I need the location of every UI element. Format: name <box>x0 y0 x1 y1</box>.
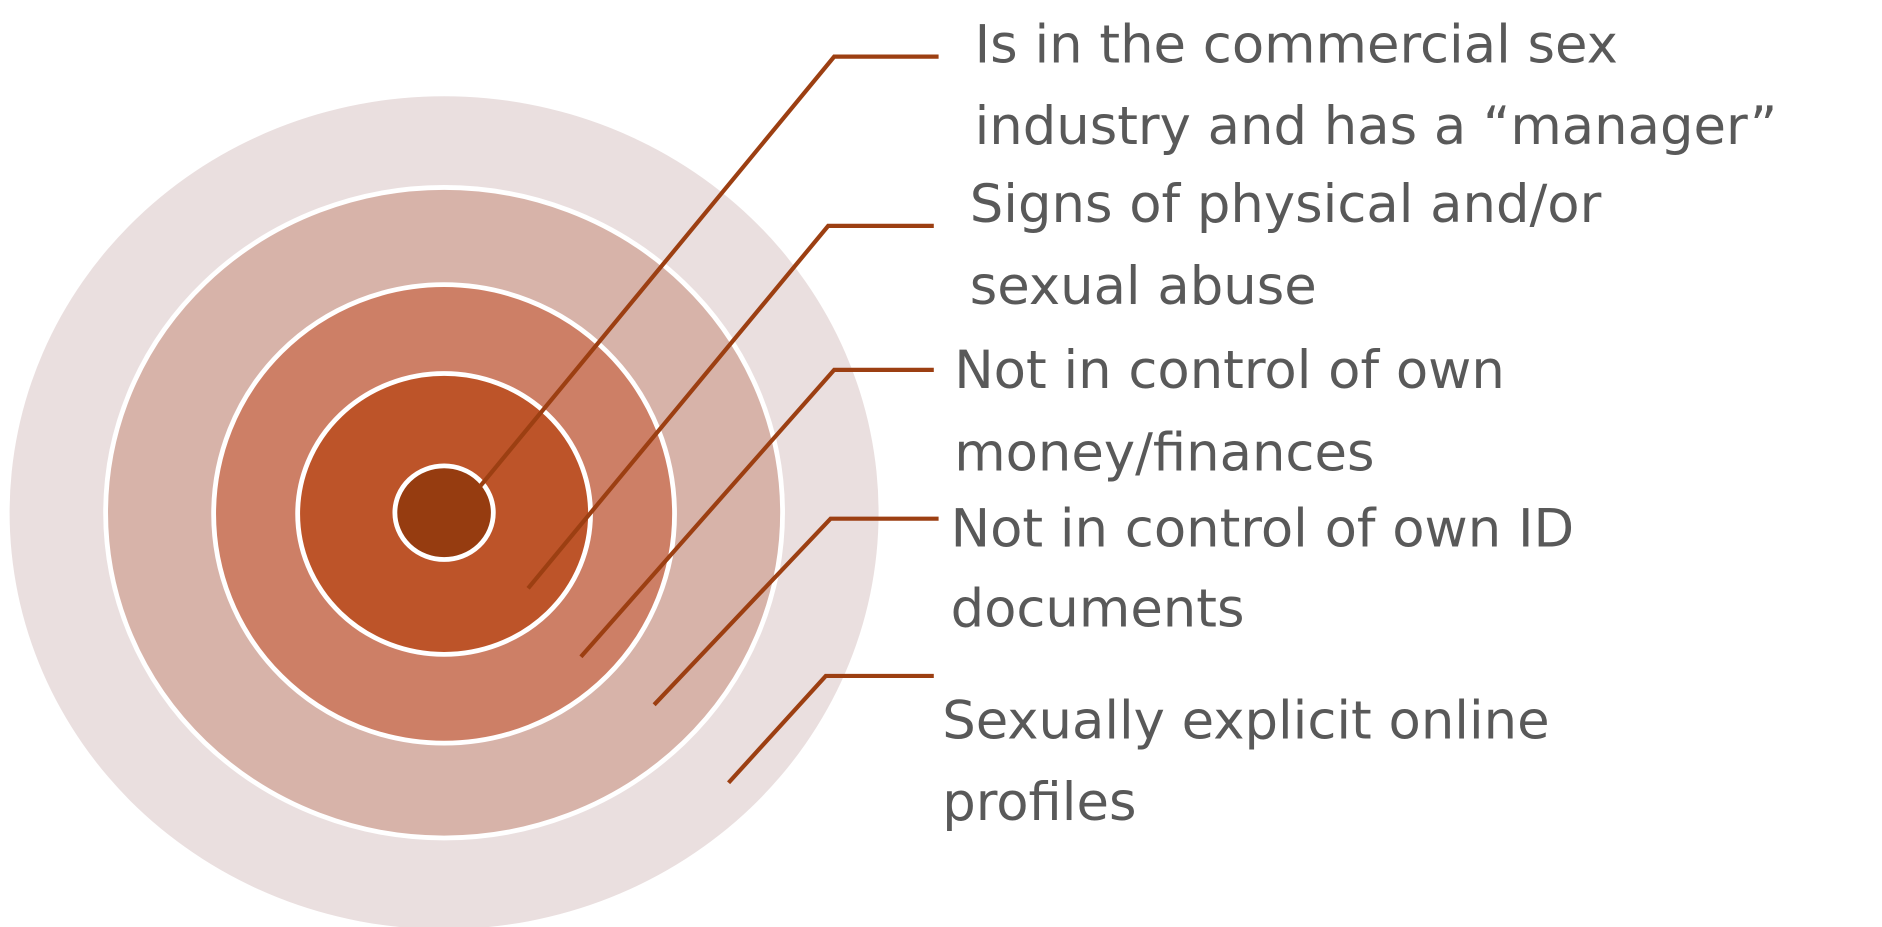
leader-line <box>579 367 934 659</box>
indicator-label: sexual abuse <box>970 256 1317 317</box>
indicator-label: money/finances <box>954 423 1374 484</box>
leader-line <box>652 516 939 707</box>
indicator-label: documents <box>951 579 1245 640</box>
indicator-label: Sexually explicit online <box>942 690 1549 751</box>
indicator-label: Not in control of own ID <box>951 498 1575 559</box>
indicator-label: Not in control of own <box>954 340 1505 401</box>
indicator-label: Signs of physical and/or <box>970 174 1602 235</box>
bullseye <box>392 463 496 562</box>
indicator-label: profiles <box>942 772 1136 833</box>
indicator-label: Is in the commercial sex <box>975 15 1618 76</box>
indicator-labels: Is in the commercial sex industry and has… <box>478 15 1778 833</box>
indicator-label: industry and has a “manager” <box>975 96 1778 157</box>
leader-line <box>526 223 934 590</box>
leader-line <box>727 673 934 785</box>
leader-line <box>478 54 939 488</box>
